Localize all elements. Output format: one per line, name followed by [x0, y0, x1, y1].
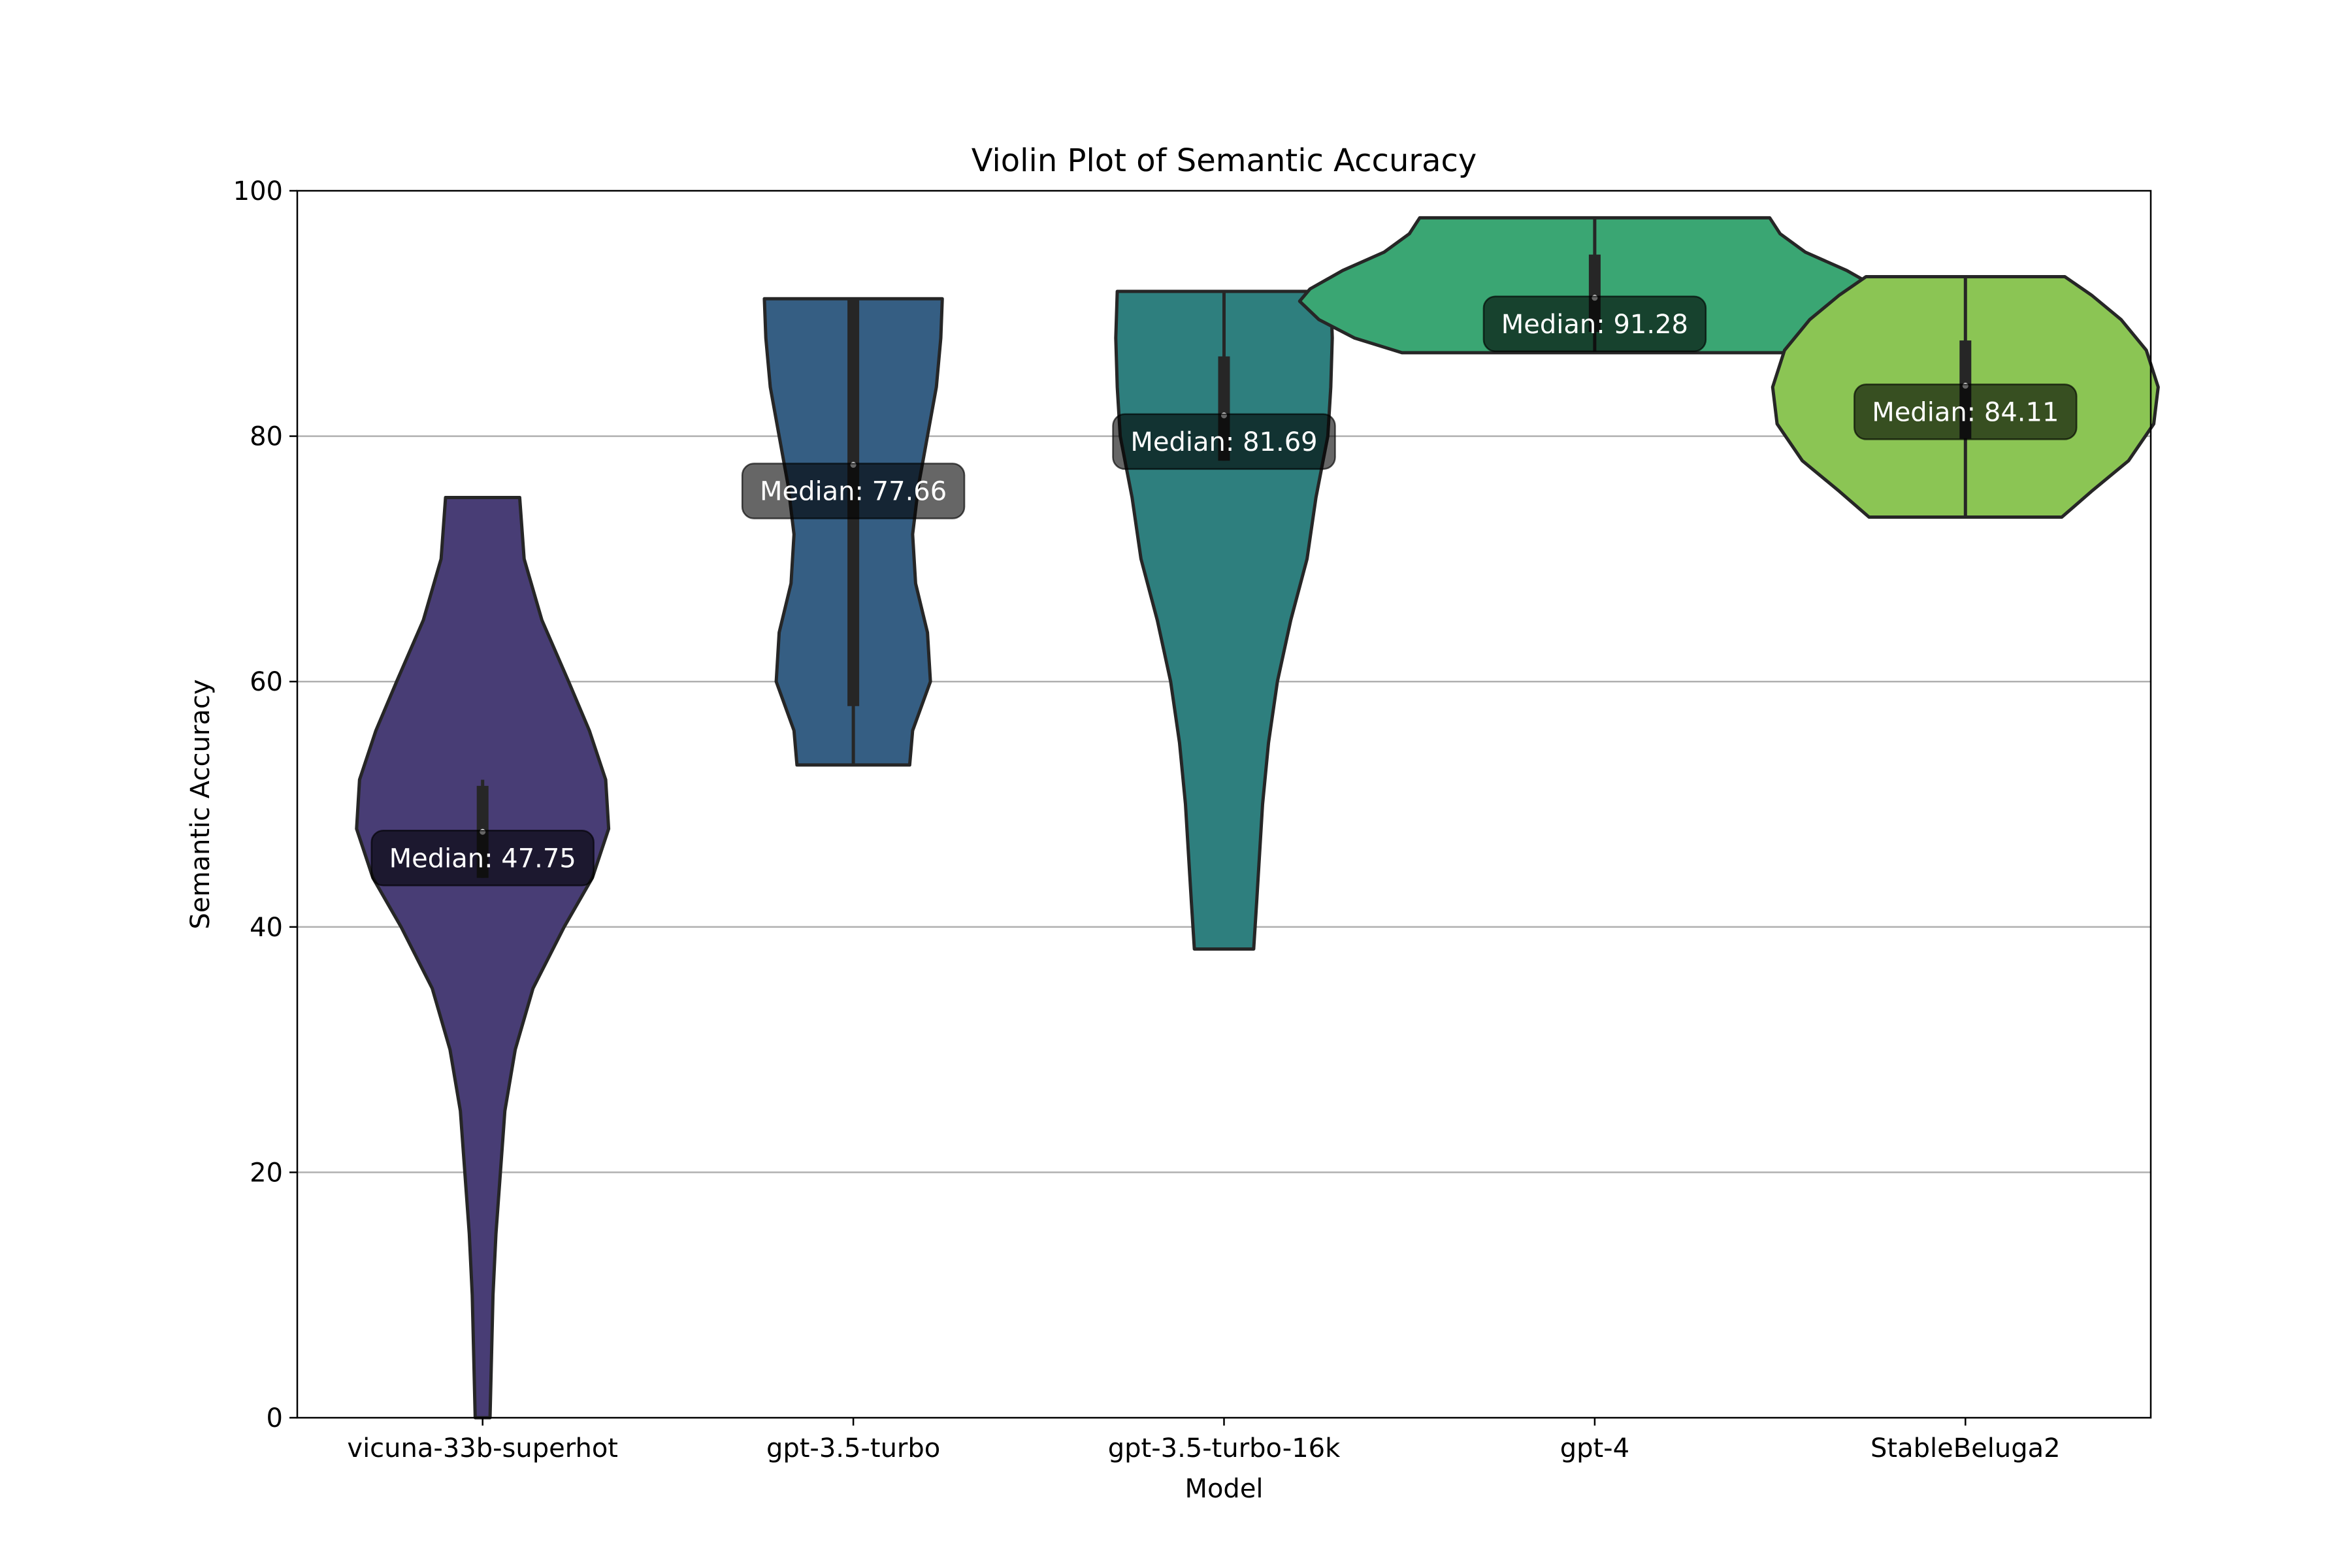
x-tick-label: gpt-4 — [1560, 1433, 1629, 1463]
median-label-prefix: Median: — [1130, 427, 1243, 457]
y-tick-label: 80 — [250, 422, 283, 452]
median-label-value: 81.69 — [1243, 427, 1318, 457]
violin-body — [355, 496, 611, 1420]
median-label-prefix: Median: — [389, 843, 502, 874]
median-label-prefix: Median: — [1501, 310, 1614, 340]
median-label-value: 47.75 — [501, 843, 576, 874]
median-label-box — [1112, 413, 1336, 470]
median-label-prefix: Median: — [760, 477, 872, 507]
median-label-box — [370, 830, 595, 887]
median-label-value: 91.28 — [1613, 310, 1688, 340]
y-tick-label: 20 — [250, 1158, 283, 1188]
median-label-text: Median: 91.28 — [1501, 310, 1688, 340]
y-tick-label: 0 — [267, 1403, 283, 1433]
median-label-StableBeluga2: Median: 84.11 — [1854, 384, 2078, 440]
median-label-text: Median: 47.75 — [389, 843, 576, 874]
violin-gpt-3.5-turbo — [762, 297, 944, 767]
y-tick-label: 100 — [233, 176, 283, 206]
y-tick-label: 40 — [250, 913, 283, 943]
median-label-text: Median: 84.11 — [1872, 397, 2059, 427]
median-label-gpt-4: Median: 91.28 — [1482, 295, 1707, 353]
median-label-text: Median: 77.66 — [760, 477, 947, 507]
median-label-prefix: Median: — [1872, 397, 1984, 427]
median-label-value: 84.11 — [1984, 397, 2059, 427]
chart-title: Violin Plot of Semantic Accuracy — [972, 142, 1477, 179]
median-label-value: 77.66 — [872, 477, 947, 507]
x-tick-label: gpt-3.5-turbo — [766, 1433, 940, 1463]
x-tick-label: gpt-3.5-turbo-16k — [1108, 1433, 1341, 1463]
x-tick-label: vicuna-33b-superhot — [347, 1433, 618, 1463]
median-label-box — [741, 463, 966, 519]
median-label-text: Median: 81.69 — [1130, 427, 1317, 457]
median-label-vicuna-33b-superhot: Median: 47.75 — [370, 830, 595, 887]
x-axis-title: Model — [1184, 1474, 1263, 1504]
y-tick-label: 60 — [250, 667, 283, 697]
median-label-gpt-3.5-turbo: Median: 77.66 — [741, 463, 966, 519]
y-axis-title: Semantic Accuracy — [186, 679, 216, 930]
median-label-box — [1482, 295, 1707, 353]
axis-layer: 0 20 40 60 80 100 vicuna-33b-superhot gpt-3.5-t… — [233, 176, 2061, 1463]
median-label-gpt-3.5-turbo-16k: Median: 81.69 — [1112, 413, 1336, 470]
violin-gpt-3.5-turbo-16k — [1114, 289, 1334, 951]
x-tick-label: StableBeluga2 — [1870, 1433, 2061, 1463]
violin-vicuna-33b-superhot — [355, 496, 611, 1420]
median-label-box — [1854, 384, 2078, 440]
